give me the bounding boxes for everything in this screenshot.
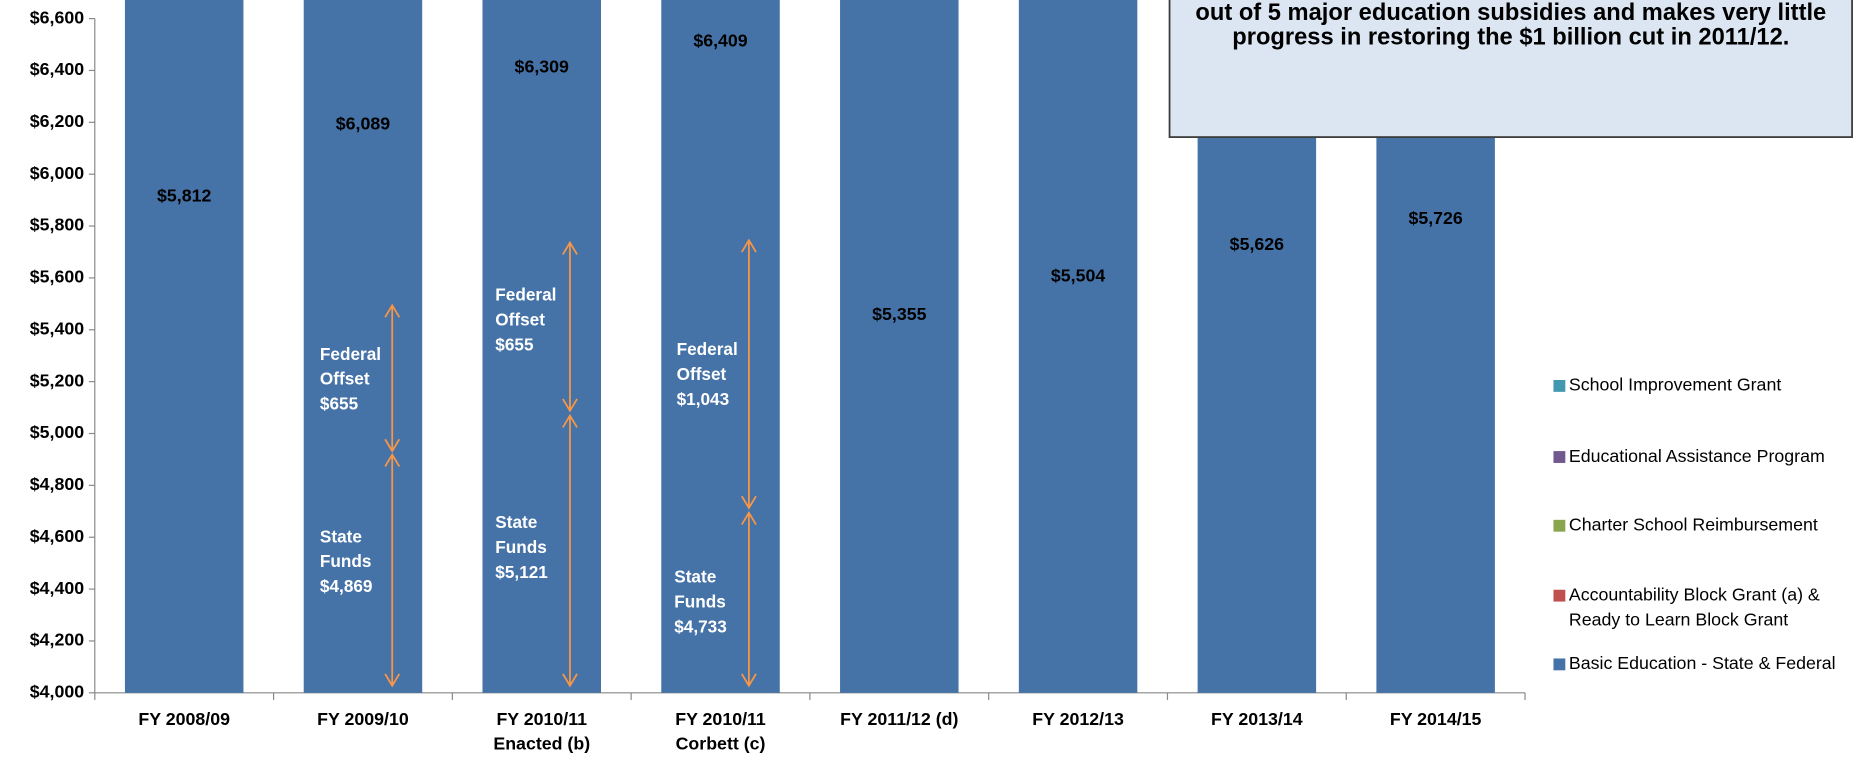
legend-swatch: [1553, 451, 1566, 463]
x-tick-label: FY 2009/10: [317, 709, 409, 730]
arrow: [741, 510, 757, 688]
x-tick-label-box: FY 2010/11 Enacted (b): [493, 709, 591, 755]
y-tick-label: $6,400: [30, 59, 84, 79]
legend-label-box: Charter School Reimbursement: [1568, 515, 1818, 536]
x-tick-label-box: FY 2009/10: [317, 709, 409, 730]
bar-segment: [1018, 0, 1138, 693]
x-tick-label-box: FY 2011/12 (d): [840, 709, 959, 730]
y-tick-label: $4,600: [30, 526, 84, 546]
total-label: $6,309: [515, 57, 569, 77]
bar-segment: [303, 0, 423, 693]
x-tick-label-box: FY 2013/14: [1211, 709, 1303, 730]
y-tick-label: $6,000: [30, 163, 84, 183]
annotation-box: State Funds $5,121: [495, 513, 548, 583]
bar-segment: [482, 0, 601, 693]
annotation: Federal Offset $655: [495, 286, 557, 356]
y-tick-label: $5,200: [30, 370, 84, 390]
total-label: $6,089: [336, 114, 390, 134]
legend-label: Accountability Block Grant (a) & Ready t…: [1568, 584, 1820, 631]
x-tick-label: FY 2010/11 Enacted (b): [493, 709, 591, 755]
legend-label: Charter School Reimbursement: [1568, 515, 1818, 536]
annotation-box: Federal Offset $655: [319, 345, 382, 415]
total-label: $5,626: [1230, 234, 1284, 254]
total-label: $5,726: [1408, 208, 1462, 228]
legend-swatch: [1553, 589, 1566, 602]
annotation: State Funds $5,121: [495, 513, 548, 583]
x-tick-label: FY 2008/09: [138, 709, 230, 730]
text-box-text: Corbett's 2014/15 budget continues the e…: [1195, 0, 1827, 51]
x-tick-label-box: FY 2008/09: [138, 709, 230, 730]
annotation-box: Federal Offset $655: [495, 286, 557, 356]
arrow: [562, 413, 578, 688]
legend-label-box: Accountability Block Grant (a) & Ready t…: [1568, 584, 1820, 631]
y-tick-label: $5,800: [30, 215, 84, 235]
arrow: [384, 452, 401, 688]
annotation: State Funds $4,869: [319, 528, 373, 597]
annotation-box: State Funds $4,869: [319, 528, 373, 597]
bar-segment: [661, 0, 780, 693]
x-tick-label: FY 2010/11 Corbett (c): [675, 709, 766, 755]
y-tick-label: $5,600: [30, 267, 84, 287]
arrow: [741, 238, 757, 510]
legend-label-box: Educational Assistance Program: [1568, 446, 1825, 467]
total-label: $5,812: [157, 186, 211, 206]
y-tick-label: $4,400: [30, 578, 84, 598]
x-tick-label: FY 2012/13: [1032, 709, 1124, 730]
total-label: $5,355: [872, 304, 926, 324]
bar-segment: [840, 0, 959, 693]
annotation-box: Federal Offset $1,043: [676, 340, 738, 410]
legend-swatch: [1553, 519, 1566, 532]
legend-label: School Improvement Grant: [1568, 375, 1782, 396]
arrows: [384, 238, 757, 688]
y-tick-label: $5,000: [30, 422, 84, 442]
bars: [124, 0, 1495, 693]
y-tick-label: $4,200: [30, 630, 84, 650]
y-tick-label: $4,800: [30, 474, 84, 494]
annotation: State Funds $4,733: [674, 568, 727, 638]
x-tick-label: FY 2011/12 (d): [840, 709, 959, 730]
total-label: $6,409: [693, 31, 747, 51]
y-tick-label: $6,600: [30, 7, 84, 27]
arrow: [384, 303, 401, 453]
annotation: Federal Offset $655: [319, 345, 382, 415]
text-box-text-box: Corbett's 2014/15 budget continues the e…: [1195, 0, 1827, 51]
legend-label-box: School Improvement Grant: [1568, 375, 1782, 396]
annotation: Federal Offset $1,043: [676, 340, 738, 410]
annotation-box: State Funds $4,733: [674, 568, 727, 638]
y-tick-label: $6,200: [30, 111, 84, 131]
legend-label: Basic Education - State & Federal: [1568, 653, 1836, 674]
legend-label: Educational Assistance Program: [1568, 446, 1825, 467]
text-box: [1168, 0, 1853, 138]
y-tick-label: $4,000: [30, 682, 84, 702]
y-tick-label: $5,400: [30, 318, 84, 338]
x-tick-label: FY 2014/15: [1389, 709, 1482, 730]
legend-swatch: [1553, 658, 1566, 671]
legend-label-box: Basic Education - State & Federal: [1568, 653, 1836, 674]
x-tick-label-box: FY 2010/11 Corbett (c): [675, 709, 766, 755]
bar-segment: [124, 0, 244, 693]
x-tick-label: FY 2013/14: [1211, 709, 1303, 730]
total-label: $5,504: [1051, 265, 1105, 285]
legend-swatch: [1553, 380, 1566, 392]
x-tick-label-box: FY 2012/13: [1032, 709, 1124, 730]
arrow: [562, 240, 578, 413]
x-tick-label-box: FY 2014/15: [1389, 709, 1482, 730]
